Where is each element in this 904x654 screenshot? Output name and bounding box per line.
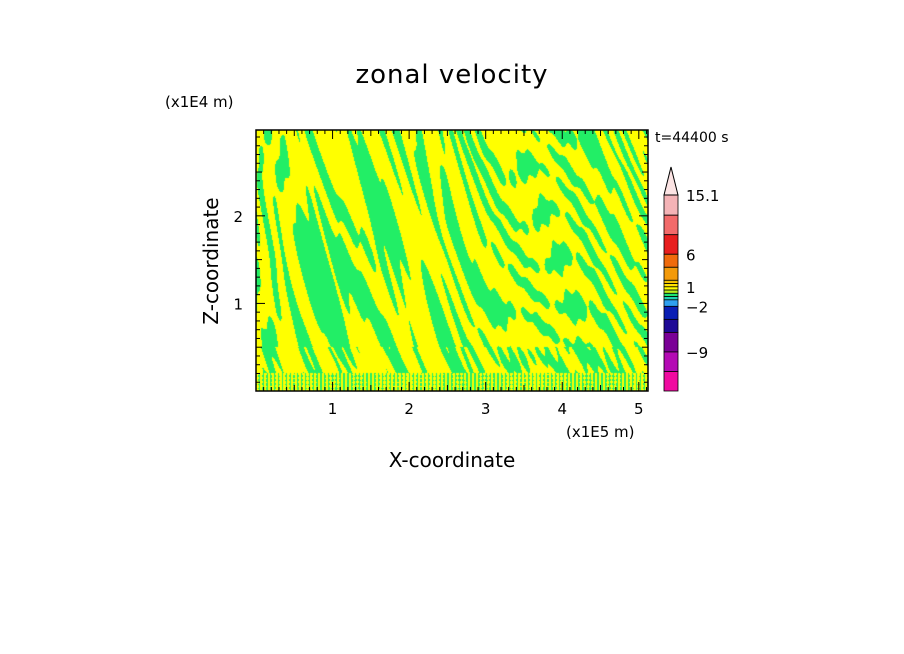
colorbar-band — [663, 214, 679, 236]
colorbar-band — [663, 253, 679, 268]
colorbar-tick-label: 6 — [686, 246, 696, 264]
colorbar-tick-label: −2 — [686, 298, 708, 316]
colorbar-band — [663, 305, 679, 320]
chart-title: zonal velocity — [355, 60, 549, 90]
colorbar-band — [663, 289, 679, 294]
colorbar-band — [663, 234, 679, 255]
colorbar-band — [663, 299, 679, 307]
colorbar-band — [663, 351, 679, 372]
x-axis-label: X-coordinate — [388, 448, 516, 472]
colorbar-band — [663, 194, 679, 216]
plot-frame — [255, 129, 649, 392]
y-tick-label: 1 — [233, 295, 243, 313]
y-tick-label: 2 — [233, 208, 243, 226]
colorbar-tick-label: −9 — [686, 344, 708, 362]
x-tick-label: 1 — [328, 400, 338, 418]
colorbar-tick-label: 1 — [686, 279, 696, 297]
x-tick-label: 4 — [557, 400, 567, 418]
colorbar-band — [663, 371, 679, 392]
colorbar-band — [663, 286, 679, 291]
colorbar-band — [663, 318, 679, 333]
colorbar-band — [663, 292, 679, 297]
colorbar-band — [663, 283, 679, 288]
time-label: t=44400 s — [655, 130, 729, 146]
colorbar-tick-label: 15.1 — [686, 187, 719, 205]
x-unit-label: (x1E5 m) — [566, 423, 635, 441]
colorbar-band — [663, 331, 679, 353]
velocity-field-image — [256, 130, 648, 391]
colorbar-band — [663, 266, 679, 281]
x-tick-label: 3 — [481, 400, 491, 418]
y-unit-label: (x1E4 m) — [165, 93, 234, 111]
x-tick-label: 5 — [634, 400, 644, 418]
colorbar-band — [663, 279, 679, 284]
colorbar-extend-arrow — [663, 166, 679, 196]
x-tick-label: 2 — [404, 400, 414, 418]
colorbar-band — [663, 296, 679, 301]
